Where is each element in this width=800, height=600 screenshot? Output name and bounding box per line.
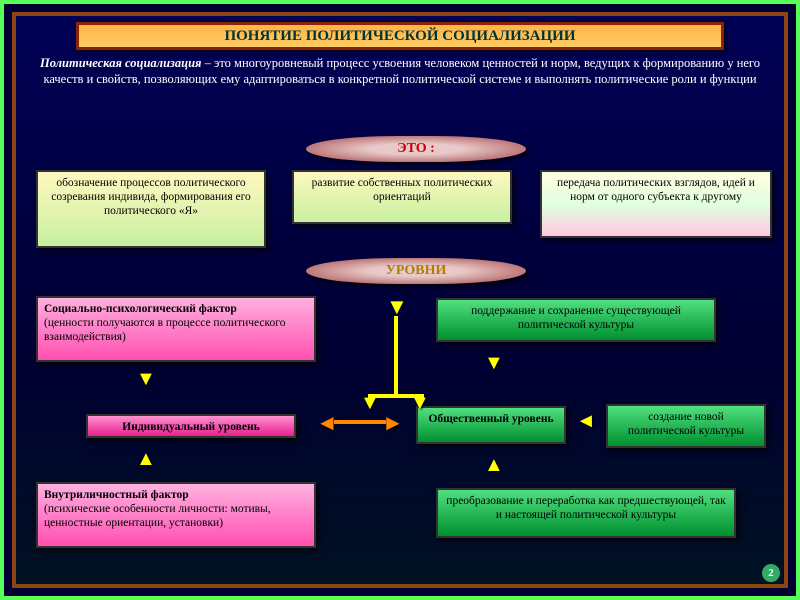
box-transform-culture: преобразование и переработка как предшес… [436,488,736,538]
outer-frame: ПОНЯТИЕ ПОЛИТИЧЕСКОЙ СОЦИАЛИЗАЦИИ Полити… [0,0,800,600]
intrapersonal-head: Внутриличностный фактор [44,489,189,501]
slide-title: ПОНЯТИЕ ПОЛИТИЧЕСКОЙ СОЦИАЛИЗАЦИИ [76,22,724,50]
box-maintain-culture: поддержание и сохранение существующей по… [436,298,716,342]
ribbon-eto: ЭТО : [306,136,526,162]
box-designation: обозначение процессов политического созр… [36,170,266,248]
arrow-up-icon: ▲ [136,448,156,471]
arrow-down-icon: ▼ [484,352,504,375]
slide-number-badge: 2 [762,564,780,582]
box-social-psych: Социально-психологический фактор (ценнос… [36,296,316,362]
definition-term: Политическая социализация [40,56,202,70]
ribbon-urovni: УРОВНИ [306,258,526,284]
box-transmission: передача политических взглядов, идей и н… [540,170,772,238]
box-intrapersonal: Внутриличностный фактор (психические осо… [36,482,316,548]
arrow-stem [394,316,398,396]
arrow-up-icon: ▲ [484,454,504,477]
arrow-left-icon: ◄ [576,410,596,433]
arrow-crossbar [368,394,424,398]
social-psych-body: (ценности получаются в процессе политиче… [44,317,285,343]
intrapersonal-body: (психические особенности личности: мотив… [44,503,271,529]
box-development: развитие собственных политических ориент… [292,170,512,224]
box-social-level: Общественный уровень [416,406,566,444]
social-psych-head: Социально-психологический фактор [44,303,237,315]
box-individual-level: Индивидуальный уровень [86,414,296,438]
inner-frame: ПОНЯТИЕ ПОЛИТИЧЕСКОЙ СОЦИАЛИЗАЦИИ Полити… [12,12,788,588]
box-create-culture: создание новой политической культуры [606,404,766,448]
arrow-down-icon: ▼ [136,368,156,391]
double-arrow-bar [334,420,386,424]
definition-text: Политическая социализация – это многоуро… [36,56,764,87]
